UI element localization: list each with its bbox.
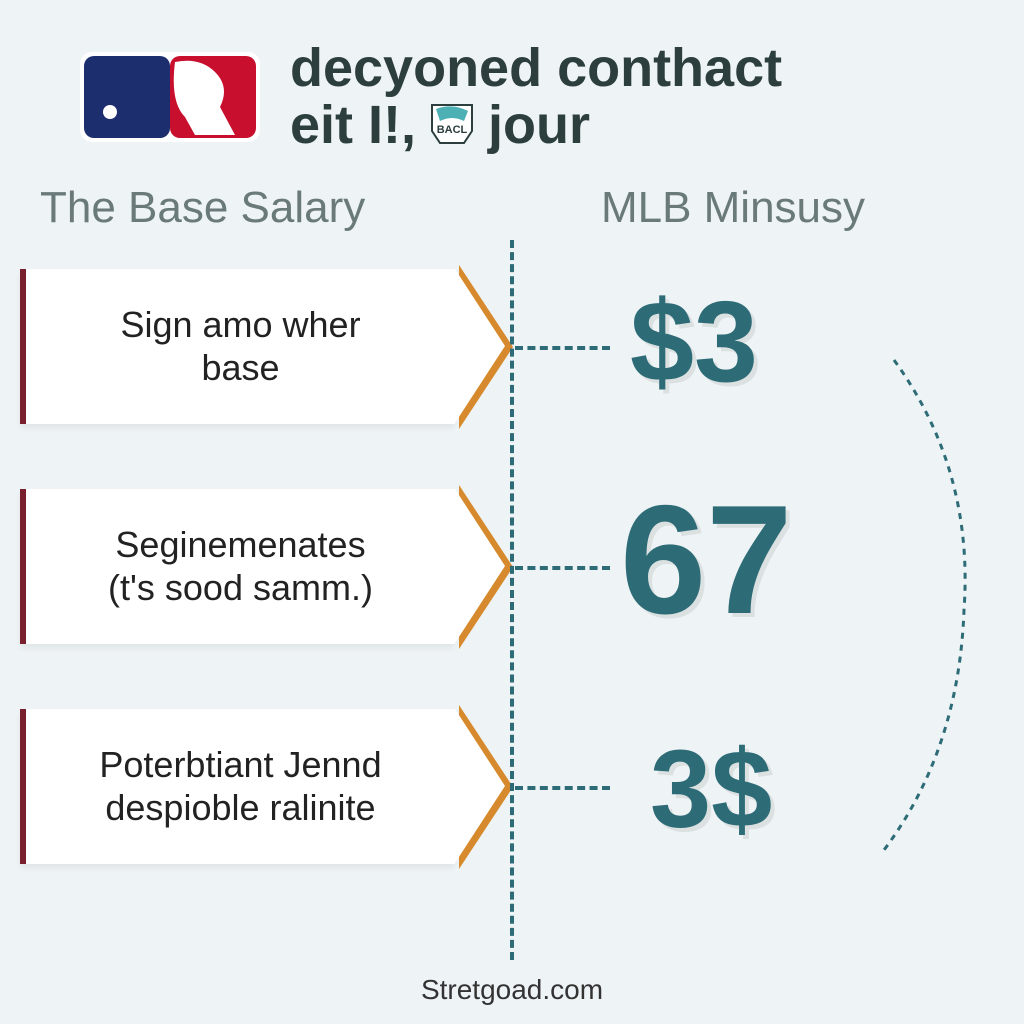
columns-header: The Base Salary MLB Minsusy [0, 163, 1024, 241]
row-value: 3$ [650, 726, 772, 853]
footer-attribution: Stretgoad.com [0, 974, 1024, 1006]
row-value: 67 [620, 471, 792, 649]
arrow-box: Poterbtiant Jennddespioble ralinite [20, 709, 455, 864]
connector-line [515, 346, 610, 350]
row-value: $3 [630, 276, 758, 408]
row-label: Seginemenates(t's sood samm.) [88, 523, 393, 609]
connector-line [515, 566, 610, 570]
connector-line [515, 786, 610, 790]
svg-text:BACL: BACL [437, 124, 468, 136]
title-line-1: decyoned conthact [290, 40, 782, 97]
row-label: Sign amo wherbase [100, 303, 380, 389]
mlb-logo-icon [80, 47, 260, 147]
right-column-header: MLB Minsusy [502, 183, 964, 233]
header: decyoned conthact eit I!, BACL jour [0, 0, 1024, 163]
title-line-2: eit I!, BACL jour [290, 97, 782, 154]
arrow-box: Sign amo wherbase [20, 269, 455, 424]
row-label: Poterbtiant Jennddespioble ralinite [79, 743, 401, 829]
left-column-header: The Base Salary [40, 183, 502, 233]
curve-connector-icon [864, 350, 984, 870]
badge-icon: BACL [424, 101, 480, 149]
arrow-box: Seginemenates(t's sood samm.) [20, 489, 455, 644]
page-title: decyoned conthact eit I!, BACL jour [290, 40, 782, 153]
